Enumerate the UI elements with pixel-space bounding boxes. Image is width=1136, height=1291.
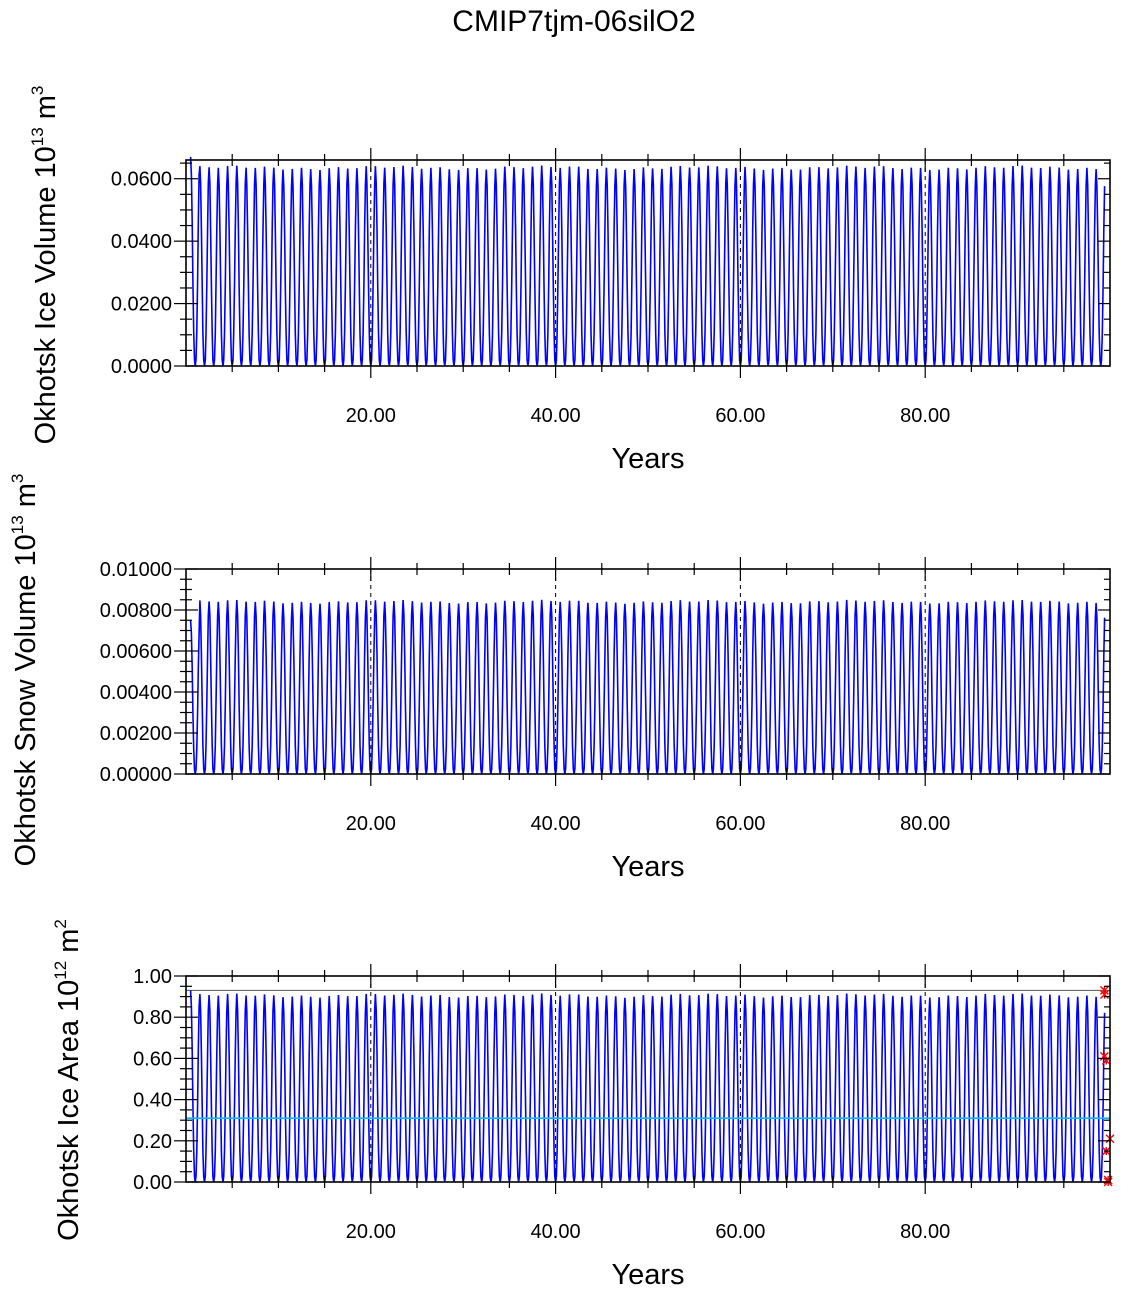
ice-volume-xtick-label: 20.00 bbox=[346, 405, 396, 427]
ice-area-xlabel: Years bbox=[611, 1259, 684, 1291]
ice-volume-xtick-label: 60.00 bbox=[715, 405, 765, 427]
snow-volume-xtick-label: 40.00 bbox=[531, 813, 581, 835]
chart-title: CMIP7tjm-06silO2 bbox=[452, 5, 695, 38]
ice-area-xtick-label: 20.00 bbox=[346, 1221, 396, 1243]
ice-area-plot-frame bbox=[185, 975, 1111, 1183]
snow-volume-plot-frame bbox=[185, 568, 1111, 775]
ice-volume-xlabel: Years bbox=[611, 443, 684, 475]
snow-volume-xlabel: Years bbox=[611, 851, 684, 883]
snow-volume-ytick-label: 0.00600 bbox=[100, 641, 172, 663]
snow-volume-xtick-label: 80.00 bbox=[900, 813, 950, 835]
ice-volume-series bbox=[189, 156, 1106, 367]
ice-volume-marks: 0.0000 0.0200 0.0400 0.0600 20.00 40.00 60.00 8… bbox=[111, 148, 1110, 427]
ice-volume-ytick-label: 0.0000 bbox=[111, 356, 172, 378]
snow-volume-series bbox=[189, 569, 1106, 775]
snow-volume-ytick-label: 0.00000 bbox=[100, 764, 172, 786]
ice-area-ylabel: Okhotsk Ice Area 1012 m2 bbox=[51, 919, 85, 1241]
ice-volume-xtick-label: 80.00 bbox=[900, 405, 950, 427]
snow-volume-ytick-label: 0.00800 bbox=[100, 600, 172, 622]
snow-volume-ylabel: Okhotsk Snow Volume 1013 m3 bbox=[8, 474, 42, 867]
snow-volume-xtick-label: 60.00 bbox=[715, 813, 765, 835]
ice-area-ytick-label: 0.20 bbox=[133, 1131, 172, 1153]
snow-volume-ytick-label: 0.00200 bbox=[100, 723, 172, 745]
ice-volume-ytick-label: 0.0200 bbox=[111, 294, 172, 316]
ice-volume-ytick-label: 0.0400 bbox=[111, 231, 172, 253]
ice-area-series-line bbox=[189, 990, 1106, 1183]
ice-area-xtick-label: 60.00 bbox=[715, 1221, 765, 1243]
ice-volume-ytick-label: 0.0600 bbox=[111, 169, 172, 191]
ice-area-ytick-label: 0.00 bbox=[133, 1172, 172, 1194]
ice-area-series bbox=[186, 976, 1110, 1183]
panel-snow-volume: 0.00000 0.00200 0.00400 0.00600 0.00800 0.010… bbox=[8, 474, 1111, 883]
ice-volume-xtick-label: 40.00 bbox=[531, 405, 581, 427]
ice-volume-series-line bbox=[189, 156, 1106, 367]
snow-volume-ytick-label: 0.01000 bbox=[100, 559, 172, 581]
snow-volume-xtick-label: 20.00 bbox=[346, 813, 396, 835]
snow-volume-ytick-label: 0.00400 bbox=[100, 682, 172, 704]
ice-area-marks: 0.00 0.20 0.40 0.60 0.80 1.00 20.00 40.00 60.00 8… bbox=[133, 964, 1115, 1243]
panel-ice-area: 0.00 0.20 0.40 0.60 0.80 1.00 20.00 40.00 60.00 8… bbox=[51, 919, 1115, 1291]
ice-area-ytick-label: 0.80 bbox=[133, 1007, 172, 1029]
ice-area-xtick-label: 40.00 bbox=[531, 1221, 581, 1243]
ice-area-ytick-label: 0.40 bbox=[133, 1090, 172, 1112]
ice-volume-plot-frame bbox=[185, 159, 1111, 367]
ice-volume-ylabel: Okhotsk Ice Volume 1013 m3 bbox=[28, 86, 62, 445]
ice-area-obs-marker bbox=[1101, 1055, 1111, 1065]
snow-volume-series-line bbox=[189, 599, 1106, 775]
panel-ice-volume: 0.0000 0.0200 0.0400 0.0600 20.00 40.00 60.00 8… bbox=[28, 86, 1111, 475]
ice-area-xtick-label: 80.00 bbox=[900, 1221, 950, 1243]
ice-area-obs-marker bbox=[1099, 990, 1109, 1000]
ice-area-ytick-label: 1.00 bbox=[133, 966, 172, 988]
ice-area-ytick-label: 0.60 bbox=[133, 1048, 172, 1070]
